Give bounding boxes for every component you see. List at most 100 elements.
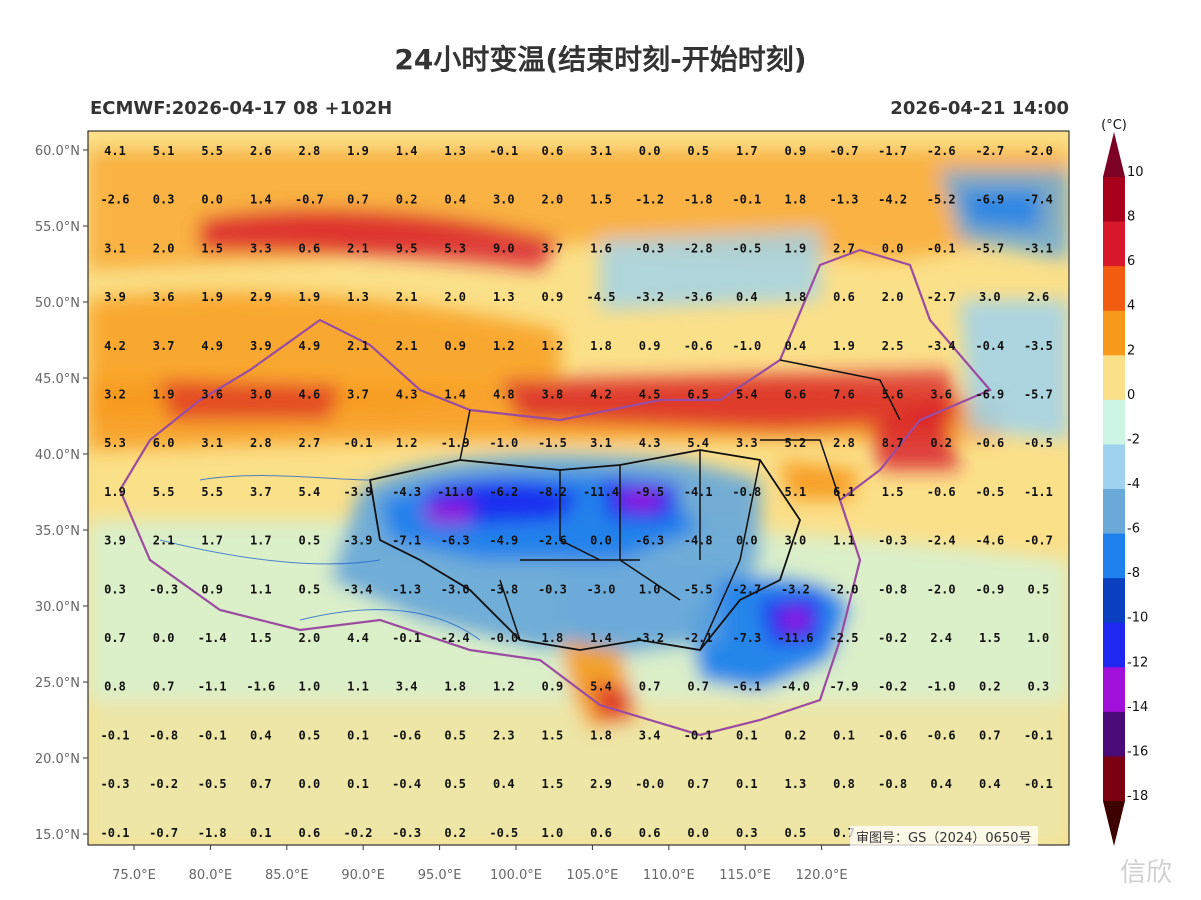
grid-value: -6.3 — [635, 534, 664, 548]
grid-value: 1.9 — [201, 290, 223, 304]
grid-value: -11.4 — [583, 485, 619, 499]
grid-value: -1.0 — [732, 339, 761, 353]
grid-value: 1.9 — [104, 485, 126, 499]
grid-value: -7.1 — [392, 534, 421, 548]
grid-value: 0.6 — [299, 241, 321, 255]
grid-value: 1.5 — [201, 241, 223, 255]
grid-value: -11.6 — [777, 631, 813, 645]
grid-value: 3.1 — [104, 241, 126, 255]
grid-value: -1.3 — [830, 193, 859, 207]
grid-value: 0.9 — [542, 680, 564, 694]
grid-value: 2.3 — [493, 728, 515, 742]
grid-value: -2.0 — [830, 582, 859, 596]
grid-value: 1.2 — [542, 339, 564, 353]
grid-value: 3.9 — [250, 339, 272, 353]
grid-value: 0.7 — [347, 193, 369, 207]
grid-value: -0.1 — [732, 193, 761, 207]
grid-value: 0.0 — [590, 534, 612, 548]
grid-value: 0.8 — [833, 777, 855, 791]
grid-value: -6.9 — [975, 193, 1004, 207]
grid-value: 3.7 — [153, 339, 175, 353]
grid-value: -4.6 — [975, 534, 1004, 548]
grid-value: 1.3 — [785, 777, 807, 791]
lat-label: 55.0°N — [35, 220, 80, 235]
grid-value: 2.0 — [882, 290, 904, 304]
grid-value: 3.6 — [153, 290, 175, 304]
map-approval-number: 审图号：GS（2024）0650号 — [850, 826, 1038, 847]
grid-value: -0.1 — [927, 241, 956, 255]
colorbar-segment — [1103, 310, 1125, 356]
grid-value: -0.1 — [101, 728, 130, 742]
grid-value: 1.9 — [833, 339, 855, 353]
grid-value: 2.1 — [396, 290, 418, 304]
grid-value: 0.1 — [736, 777, 758, 791]
grid-value: -0.3 — [392, 826, 421, 840]
grid-value: -0.0 — [635, 777, 664, 791]
colorbar-segment — [1103, 667, 1125, 713]
lat-label: 15.0°N — [35, 828, 80, 843]
grid-value: 5.5 — [153, 485, 175, 499]
grid-value: 5.3 — [444, 241, 466, 255]
grid-value: 2.1 — [396, 339, 418, 353]
grid-value: -2.6 — [538, 534, 567, 548]
grid-value: -0.1 — [684, 728, 713, 742]
grid-value: -0.6 — [975, 436, 1004, 450]
grid-value: 4.3 — [639, 436, 661, 450]
grid-value: -0.7 — [830, 144, 859, 158]
grid-value: -1.0 — [489, 436, 518, 450]
grid-value: 2.1 — [347, 241, 369, 255]
colorbar-label: -16 — [1127, 744, 1148, 759]
grid-value: 3.3 — [736, 436, 758, 450]
grid-value: -0.8 — [732, 485, 761, 499]
grid-value: 1.3 — [347, 290, 369, 304]
grid-value: 0.3 — [153, 193, 175, 207]
grid-value: 1.5 — [882, 485, 904, 499]
grid-value: 0.4 — [444, 193, 466, 207]
grid-value: 2.7 — [299, 436, 321, 450]
grid-value: -1.4 — [198, 631, 227, 645]
grid-value: 4.3 — [396, 388, 418, 402]
grid-value: 0.3 — [104, 582, 126, 596]
grid-value: 1.5 — [250, 631, 272, 645]
colorbar-segment — [1103, 711, 1125, 757]
grid-value: 1.5 — [542, 777, 564, 791]
grid-value: 5.4 — [299, 485, 321, 499]
grid-value: 0.7 — [153, 680, 175, 694]
grid-value: 0.1 — [250, 826, 272, 840]
grid-value: 0.2 — [396, 193, 418, 207]
grid-value: 3.0 — [979, 290, 1001, 304]
grid-value: 3.0 — [250, 388, 272, 402]
colorbar-segment — [1103, 489, 1125, 535]
grid-value: 2.9 — [250, 290, 272, 304]
grid-value: 3.0 — [493, 193, 515, 207]
colorbar-label: 4 — [1127, 299, 1135, 314]
grid-value: 3.1 — [590, 436, 612, 450]
grid-value: 0.0 — [736, 534, 758, 548]
grid-value: -3.4 — [927, 339, 956, 353]
colorbar-label: -10 — [1127, 611, 1148, 626]
grid-value: 2.0 — [444, 290, 466, 304]
grid-value: 1.1 — [347, 680, 369, 694]
grid-value: 0.2 — [930, 436, 952, 450]
grid-value: 3.8 — [542, 388, 564, 402]
grid-value: 4.4 — [347, 631, 369, 645]
grid-value: 0.5 — [444, 728, 466, 742]
grid-value: -2.0 — [927, 582, 956, 596]
grid-value: 3.9 — [104, 290, 126, 304]
grid-value: 1.8 — [785, 193, 807, 207]
grid-value: 1.9 — [347, 144, 369, 158]
grid-value: 0.4 — [736, 290, 758, 304]
grid-value: -0.8 — [878, 777, 907, 791]
grid-value: 0.4 — [493, 777, 515, 791]
grid-value: 2.7 — [833, 241, 855, 255]
grid-value: -1.8 — [684, 193, 713, 207]
colorbar-label: -8 — [1127, 566, 1140, 581]
grid-value: -0.1 — [101, 826, 130, 840]
grid-value: 0.6 — [299, 826, 321, 840]
grid-value: -2.6 — [927, 144, 956, 158]
grid-value: 0.0 — [882, 241, 904, 255]
grid-value: 0.5 — [444, 777, 466, 791]
grid-value: -5.7 — [975, 241, 1004, 255]
grid-value: 8.7 — [882, 436, 904, 450]
